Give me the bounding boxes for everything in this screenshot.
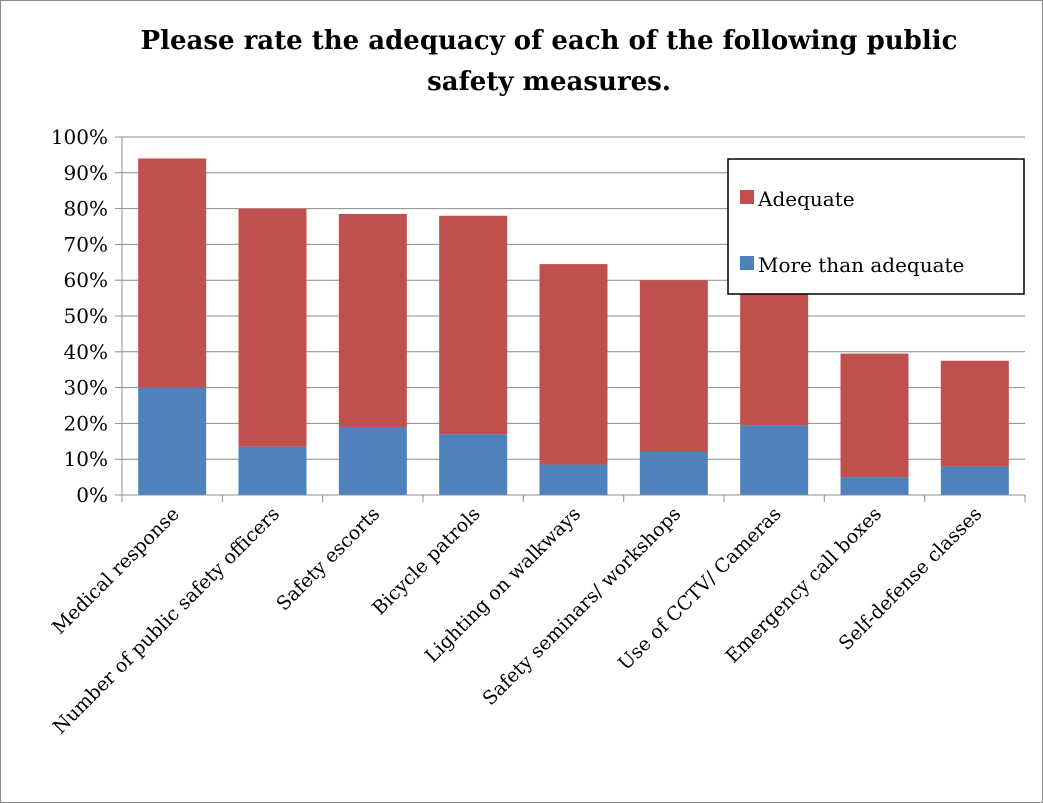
y-tick-label: 50% xyxy=(64,304,108,328)
y-tick-label: 60% xyxy=(64,268,108,292)
bar-more-than-adequate-8 xyxy=(840,477,909,495)
bar-adequate-8 xyxy=(840,353,909,478)
x-category-label: Safety escorts xyxy=(272,503,384,615)
bars xyxy=(138,158,1009,495)
bar-more-than-adequate-5 xyxy=(539,464,608,495)
y-tick-label: 10% xyxy=(64,447,108,471)
y-tick-label: 80% xyxy=(64,197,108,221)
bar-adequate-1 xyxy=(138,158,207,388)
bar-more-than-adequate-1 xyxy=(138,387,207,495)
y-axis-tick-labels: 0% 10% 20% 30% 40% 50% 60% 70% 80% 90% 100% xyxy=(51,125,108,507)
bar-adequate-6 xyxy=(639,280,708,453)
y-tick-label: 0% xyxy=(76,483,108,507)
legend-swatch-more-than-adequate xyxy=(740,256,754,270)
y-tick-label: 40% xyxy=(64,340,108,364)
chart-title-line-1: Please rate the adequacy of each of the … xyxy=(141,26,958,56)
y-tick-label: 100% xyxy=(51,125,108,149)
bar-adequate-4 xyxy=(439,215,508,435)
y-tick-label: 90% xyxy=(64,161,108,185)
x-category-label: Bicycle patrols xyxy=(368,503,485,620)
bar-more-than-adequate-6 xyxy=(639,452,708,495)
bar-adequate-5 xyxy=(539,264,608,465)
bar-more-than-adequate-9 xyxy=(940,466,1009,495)
bar-more-than-adequate-4 xyxy=(439,434,508,495)
legend-label-adequate: Adequate xyxy=(757,187,855,211)
legend: Adequate More than adequate xyxy=(727,158,1025,295)
legend-label-more-than-adequate: More than adequate xyxy=(758,253,964,277)
y-tick-label: 20% xyxy=(64,411,108,435)
bar-more-than-adequate-2 xyxy=(238,446,307,495)
bar-more-than-adequate-7 xyxy=(740,425,809,495)
bar-adequate-7 xyxy=(740,292,809,426)
bar-adequate-9 xyxy=(940,360,1009,467)
y-tick-label: 70% xyxy=(64,232,108,256)
legend-swatch-adequate xyxy=(740,190,754,204)
x-category-label: Safety seminars/ workshops xyxy=(478,503,685,710)
legend-box xyxy=(727,158,1025,295)
x-category-label: Use of CCTV/ Cameras xyxy=(614,503,786,675)
bar-adequate-2 xyxy=(238,208,307,447)
axes xyxy=(115,136,1026,502)
bar-adequate-3 xyxy=(338,213,407,427)
bar-more-than-adequate-3 xyxy=(338,426,407,495)
y-tick-label: 30% xyxy=(64,376,108,400)
x-category-label: Number of public safety officers xyxy=(49,503,284,738)
chart-title-line-2: safety measures. xyxy=(427,67,671,97)
